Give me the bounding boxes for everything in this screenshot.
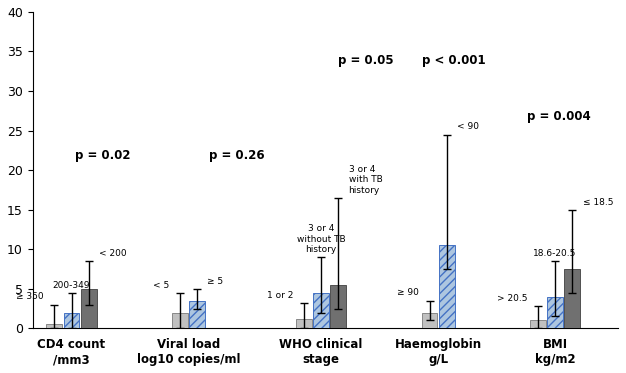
Text: p = 0.05: p = 0.05 [338, 54, 394, 67]
Text: < 5: < 5 [153, 280, 170, 289]
Bar [331, 285, 346, 328]
Text: 3 or 4
with TB
history: 3 or 4 with TB history [349, 165, 382, 195]
Bar [313, 293, 329, 328]
Text: ≥ 90: ≥ 90 [398, 288, 419, 298]
Bar [64, 313, 80, 328]
Text: < 200: < 200 [99, 249, 126, 258]
Text: p < 0.001: p < 0.001 [422, 54, 486, 67]
Bar [296, 319, 312, 328]
Bar [439, 245, 454, 328]
Bar [422, 313, 438, 328]
Text: ≤ 18.5: ≤ 18.5 [583, 198, 613, 207]
Text: ≥ 5: ≥ 5 [207, 277, 223, 286]
Text: p = 0.02: p = 0.02 [75, 149, 130, 162]
Text: p = 0.004: p = 0.004 [527, 110, 591, 123]
Text: 200-349: 200-349 [53, 280, 90, 289]
Text: > 20.5: > 20.5 [497, 294, 528, 303]
Text: p = 0.26: p = 0.26 [210, 149, 265, 162]
Text: 18.6-20.5: 18.6-20.5 [533, 249, 577, 258]
Text: ≥ 350: ≥ 350 [16, 292, 44, 301]
Bar [81, 289, 96, 328]
Bar [565, 269, 580, 328]
Text: 1 or 2: 1 or 2 [267, 291, 294, 300]
Bar [189, 301, 205, 328]
Text: 3 or 4
without TB
history: 3 or 4 without TB history [297, 224, 346, 254]
Text: < 90: < 90 [457, 122, 479, 131]
Bar [530, 320, 546, 328]
Bar [547, 297, 563, 328]
Bar [172, 313, 188, 328]
Bar [46, 325, 62, 328]
